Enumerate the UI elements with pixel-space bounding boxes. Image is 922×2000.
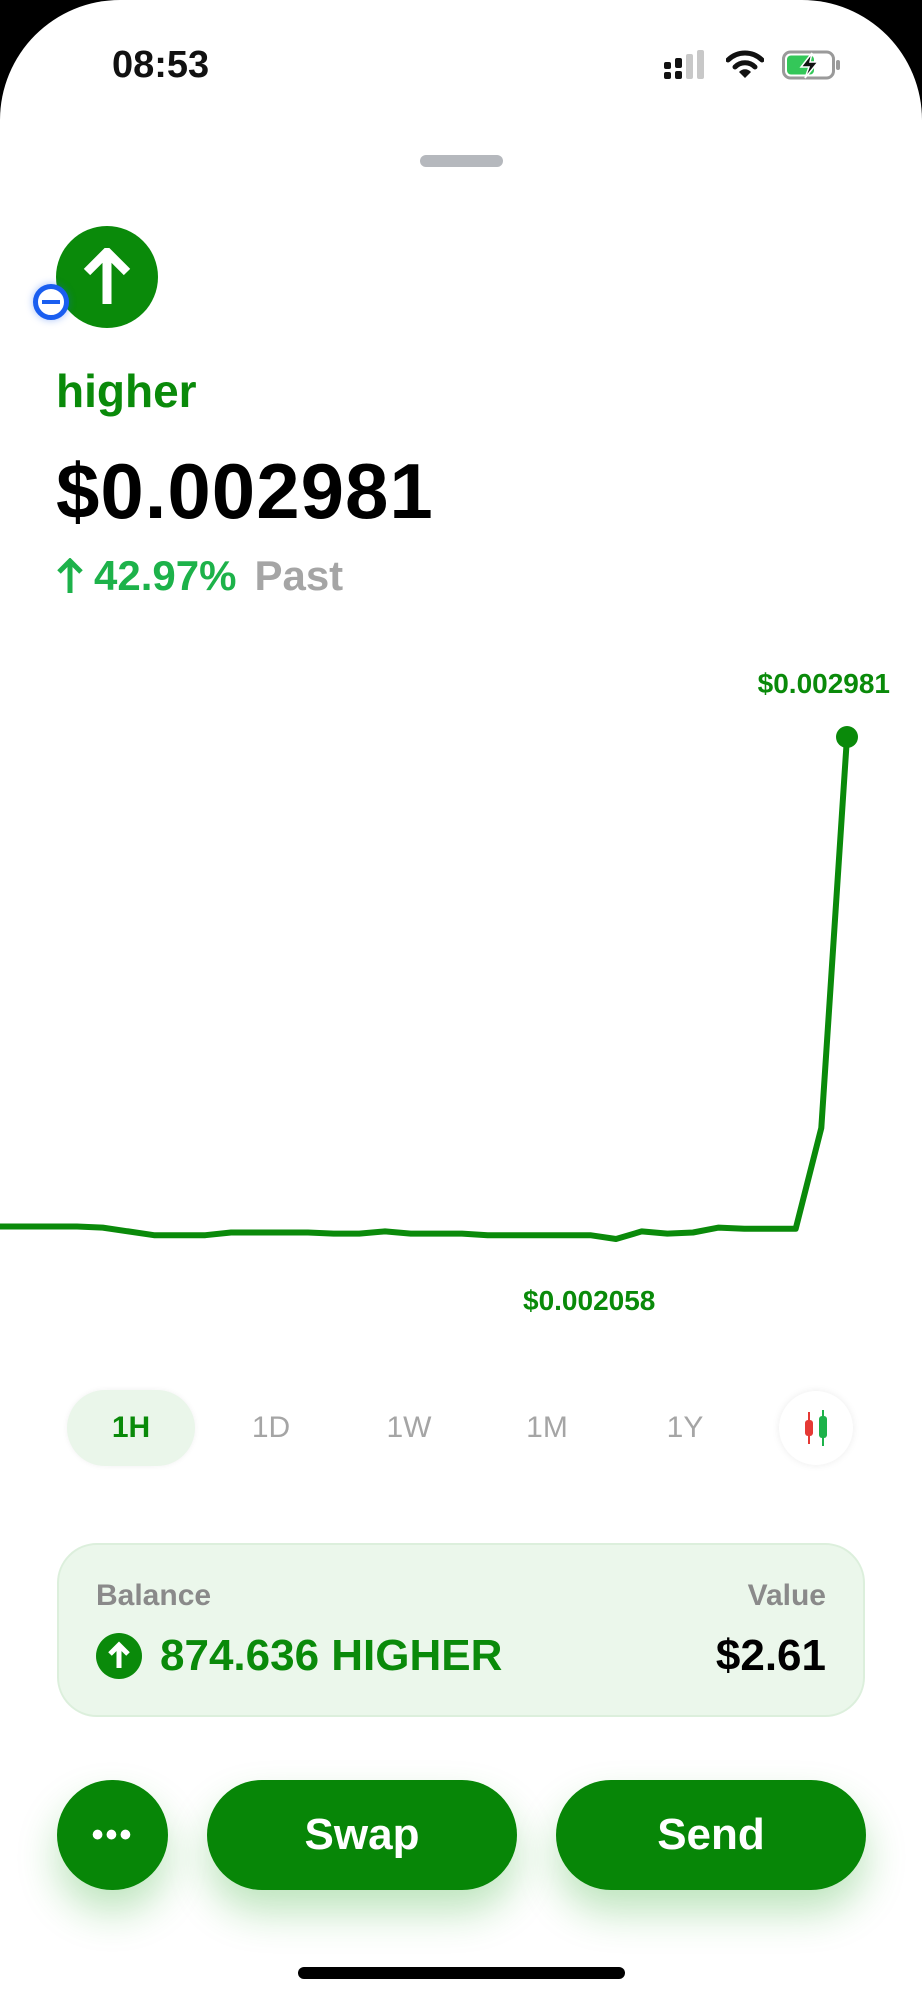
tab-1w[interactable]: 1W [386,1411,432,1444]
more-button[interactable]: ••• [57,1780,168,1890]
status-time: 08:53 [112,44,210,86]
sheet-drag-handle[interactable] [420,155,503,167]
token-name: higher [56,365,197,417]
price-chart[interactable] [0,0,922,1350]
send-button[interactable]: Send [556,1780,866,1890]
remove-icon[interactable] [33,284,69,320]
wifi-icon [726,50,764,78]
arrow-up-icon [83,248,131,304]
balance-amount: 874.636 HIGHER [160,1631,503,1680]
swap-button[interactable]: Swap [207,1780,517,1890]
chart-max-label: $0.002981 [757,668,890,699]
value-label: Value [747,1579,826,1612]
price-line [0,736,850,1242]
change-percent: 42.97% [94,552,237,599]
home-indicator [298,1967,625,1979]
tab-1h[interactable]: 1H [67,1390,195,1466]
arrow-up-icon [57,558,83,593]
timeframe-selector: 1H 1D 1W 1M 1Y [67,1390,855,1466]
tab-1m[interactable]: 1M [526,1411,568,1444]
token-logo-icon [96,1633,142,1679]
signal-icon [664,50,704,79]
battery-charging-icon [782,50,840,80]
balance-card: Balance Value 874.636 HIGHER $2.61 [57,1543,865,1717]
balance-value: $2.61 [715,1631,826,1680]
change-period: Past [254,552,344,599]
price-change: 42.97% Past [56,552,343,600]
token-logo [56,226,158,328]
status-icons [664,50,842,80]
candlestick-toggle-button[interactable] [779,1391,853,1465]
balance-amount-row: 874.636 HIGHER [96,1631,502,1681]
chart-min-label: $0.002058 [523,1285,656,1316]
tab-1d[interactable]: 1D [251,1411,291,1444]
current-price-dot [836,726,858,748]
token-price: $0.002981 [56,447,434,535]
candlestick-icon [805,1410,827,1446]
tab-1y[interactable]: 1Y [666,1411,704,1444]
balance-label: Balance [96,1579,212,1612]
